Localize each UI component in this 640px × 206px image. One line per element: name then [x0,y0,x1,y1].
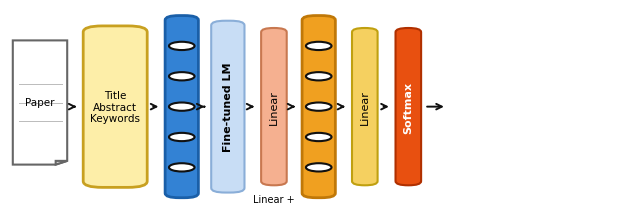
Circle shape [169,163,195,172]
Text: Linear: Linear [269,90,279,124]
Text: Paper: Paper [25,98,55,108]
Circle shape [169,73,195,81]
Text: Softmax: Softmax [403,81,413,133]
Circle shape [306,103,332,111]
FancyBboxPatch shape [83,27,147,187]
Circle shape [306,73,332,81]
Circle shape [306,43,332,51]
Text: Title
Abstract
Keywords: Title Abstract Keywords [90,91,140,124]
FancyBboxPatch shape [211,22,244,193]
Text: Linear: Linear [360,90,370,124]
Circle shape [169,43,195,51]
Circle shape [306,163,332,172]
FancyBboxPatch shape [165,16,198,198]
Circle shape [169,103,195,111]
Text: Fine-tuned LM: Fine-tuned LM [223,63,233,152]
Polygon shape [56,161,67,165]
FancyBboxPatch shape [302,16,335,198]
Circle shape [169,133,195,142]
Polygon shape [13,41,67,165]
Text: Linear +
ReLU +
Dropout: Linear + ReLU + Dropout [253,194,295,206]
FancyBboxPatch shape [352,29,378,185]
Circle shape [306,133,332,142]
FancyBboxPatch shape [396,29,421,185]
FancyBboxPatch shape [261,29,287,185]
